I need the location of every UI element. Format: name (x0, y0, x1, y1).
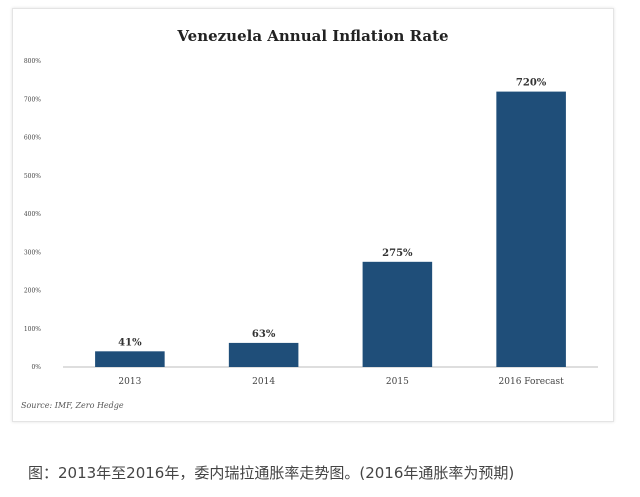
chart-frame: Venezuela Annual Inflation Rate 0% 100% 20… (12, 8, 614, 422)
bar-data-label: 63% (252, 329, 276, 340)
x-tick-label: 2013 (118, 377, 141, 387)
y-tick-label: 200% (24, 288, 41, 295)
bar (496, 91, 566, 367)
bar-data-label: 41% (118, 337, 142, 348)
y-tick-label: 800% (24, 58, 41, 65)
bar (362, 261, 433, 367)
y-tick-label: 100% (24, 326, 41, 333)
y-tick-label: 500% (24, 173, 41, 180)
bar-data-label: 275% (382, 248, 413, 259)
x-tick-label: 2015 (386, 377, 409, 387)
y-tick-label: 700% (24, 96, 41, 103)
bar (228, 342, 299, 367)
bar (95, 351, 165, 367)
bar-chart: 0% 100% 200% 300% 400% 500% 600% 700% 800% 41% 201… (24, 58, 598, 387)
x-tick-label: 2014 (252, 377, 275, 387)
y-tick-label: 300% (24, 249, 41, 256)
bar-data-label: 720% (516, 78, 547, 89)
chart-title: Venezuela Annual Inflation Rate (177, 27, 449, 45)
chart-source: Source: IMF, Zero Hedge (21, 401, 124, 410)
y-tick-label: 600% (24, 135, 41, 142)
y-tick-label: 400% (24, 211, 41, 218)
x-tick-label: 2016 Forecast (499, 377, 565, 387)
figure-caption: 图：2013年至2016年，委内瑞拉通胀率走势图。(2016年通胀率为预期) (28, 464, 515, 482)
y-tick-label: 0% (31, 364, 41, 371)
